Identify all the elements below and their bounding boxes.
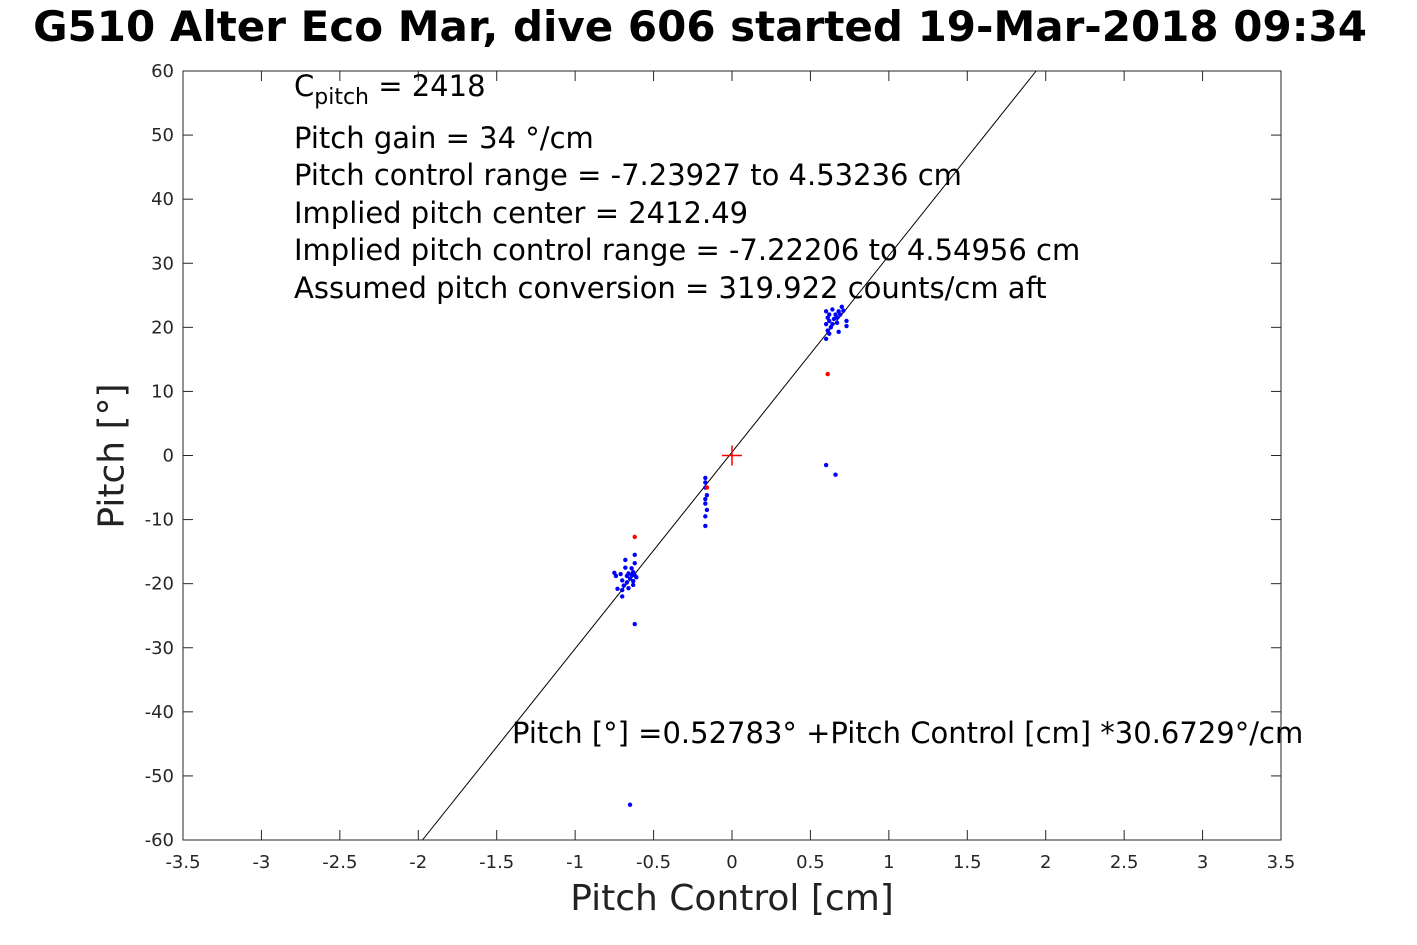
data-point-blue bbox=[838, 312, 843, 317]
y-tick-label: -60 bbox=[145, 830, 174, 851]
data-point-red bbox=[632, 534, 637, 540]
data-point-blue bbox=[703, 480, 708, 485]
y-tick-label: -20 bbox=[145, 574, 174, 595]
x-tick-label: -2.5 bbox=[322, 852, 357, 873]
data-point-blue bbox=[618, 571, 623, 577]
axis-ticks: -3.5 -3 -2.5 -2 -1.5 -1 -0.5 0 0.5 1 1.5 2 2.5 3 3.5 -6… bbox=[145, 61, 1296, 873]
data-point-blue bbox=[830, 321, 835, 327]
data-points bbox=[612, 304, 849, 807]
data-point-blue bbox=[630, 582, 636, 588]
y-tick-label: -10 bbox=[145, 510, 174, 531]
annotation-implied-pitch-control-range: Implied pitch control range = -7.22206 t… bbox=[294, 233, 1081, 267]
data-point-blue bbox=[620, 578, 625, 583]
data-point-blue bbox=[634, 575, 639, 580]
data-point-blue bbox=[823, 321, 829, 327]
data-point-blue bbox=[834, 320, 840, 326]
data-point-blue bbox=[839, 304, 844, 310]
data-point-blue bbox=[823, 309, 829, 314]
data-point-blue bbox=[624, 580, 630, 585]
data-point-blue bbox=[632, 560, 637, 566]
x-tick-label: -2 bbox=[409, 852, 427, 873]
y-tick-label: -30 bbox=[145, 638, 174, 659]
data-point-blue bbox=[629, 566, 634, 571]
data-point-blue bbox=[627, 802, 633, 807]
x-axis-label: Pitch Control [cm] bbox=[570, 878, 894, 919]
x-tick-label: 3.5 bbox=[1267, 852, 1296, 873]
data-point-blue bbox=[632, 552, 637, 558]
center-marker-group bbox=[722, 445, 742, 466]
data-point-red bbox=[825, 371, 830, 377]
data-point-red bbox=[704, 485, 710, 490]
y-axis-label: Pitch [°] bbox=[91, 383, 133, 529]
c-pitch-subscript: pitch bbox=[314, 85, 369, 110]
data-point-blue bbox=[836, 329, 841, 335]
data-point-blue bbox=[621, 583, 626, 588]
x-tick-label: 1.5 bbox=[953, 852, 982, 873]
fit-equation: Pitch [°] =0.52783° +Pitch Control [cm] … bbox=[512, 716, 1304, 750]
annotation-implied-pitch-center: Implied pitch center = 2412.49 bbox=[294, 196, 749, 230]
x-tick-label: -3 bbox=[252, 852, 270, 873]
data-point-blue bbox=[623, 565, 628, 570]
y-tick-label: 30 bbox=[151, 253, 174, 274]
data-point-blue bbox=[827, 318, 832, 324]
x-tick-label: -1 bbox=[566, 852, 584, 873]
y-tick-label: 50 bbox=[151, 125, 174, 146]
data-point-blue bbox=[623, 557, 628, 563]
data-point-blue bbox=[844, 323, 849, 329]
c-pitch-value: = 2418 bbox=[369, 69, 486, 103]
data-point-blue bbox=[615, 586, 620, 591]
x-tick-label: 2 bbox=[1040, 852, 1051, 873]
x-tick-label: -0.5 bbox=[636, 852, 671, 873]
data-point-blue bbox=[830, 307, 835, 312]
x-tick-label: 0 bbox=[726, 852, 737, 873]
annotation-c-pitch: Cpitch = 2418 bbox=[294, 72, 486, 109]
y-tick-label: 40 bbox=[151, 189, 174, 210]
data-point-blue bbox=[620, 587, 625, 593]
y-tick-label: 10 bbox=[151, 381, 174, 402]
y-tick-label: 20 bbox=[151, 317, 174, 338]
data-point-blue bbox=[823, 336, 829, 342]
data-point-blue bbox=[620, 594, 625, 599]
annotation-pitch-control-range: Pitch control range = -7.23927 to 4.5323… bbox=[294, 158, 962, 192]
annotation-assumed-pitch-conversion: Assumed pitch conversion = 319.922 count… bbox=[294, 271, 1047, 305]
annotation-pitch-gain: Pitch gain = 34 °/cm bbox=[294, 121, 594, 155]
y-tick-label: 0 bbox=[163, 446, 174, 467]
y-tick-label: -50 bbox=[145, 766, 174, 787]
data-point-blue bbox=[827, 312, 832, 317]
data-point-blue bbox=[703, 514, 708, 519]
c-pitch-symbol: C bbox=[294, 69, 315, 103]
data-point-blue bbox=[613, 573, 619, 579]
x-tick-label: 3 bbox=[1197, 852, 1208, 873]
x-tick-label: 1 bbox=[883, 852, 894, 873]
x-tick-label: 2.5 bbox=[1110, 852, 1139, 873]
data-point-blue bbox=[841, 308, 846, 313]
data-point-blue bbox=[827, 331, 832, 336]
data-point-blue bbox=[831, 316, 837, 322]
data-point-blue bbox=[704, 493, 710, 498]
data-point-blue bbox=[823, 462, 829, 468]
data-point-blue bbox=[703, 523, 708, 529]
data-point-blue bbox=[703, 501, 708, 506]
y-tick-label: -40 bbox=[145, 702, 174, 723]
data-point-blue bbox=[703, 496, 708, 502]
data-point-blue bbox=[632, 621, 637, 627]
data-point-blue bbox=[626, 585, 631, 591]
data-point-blue bbox=[630, 578, 636, 584]
x-tick-label: -1.5 bbox=[479, 852, 514, 873]
data-point-blue bbox=[703, 475, 708, 481]
y-tick-label: 60 bbox=[151, 61, 174, 82]
x-tick-label: -3.5 bbox=[165, 852, 200, 873]
data-point-blue bbox=[833, 472, 838, 477]
data-point-blue bbox=[844, 318, 849, 324]
data-point-blue bbox=[627, 576, 633, 581]
x-tick-label: 0.5 bbox=[796, 852, 825, 873]
data-point-blue bbox=[704, 507, 710, 513]
chart-title: G510 Alter Eco Mar, dive 606 started 19-… bbox=[33, 2, 1367, 51]
